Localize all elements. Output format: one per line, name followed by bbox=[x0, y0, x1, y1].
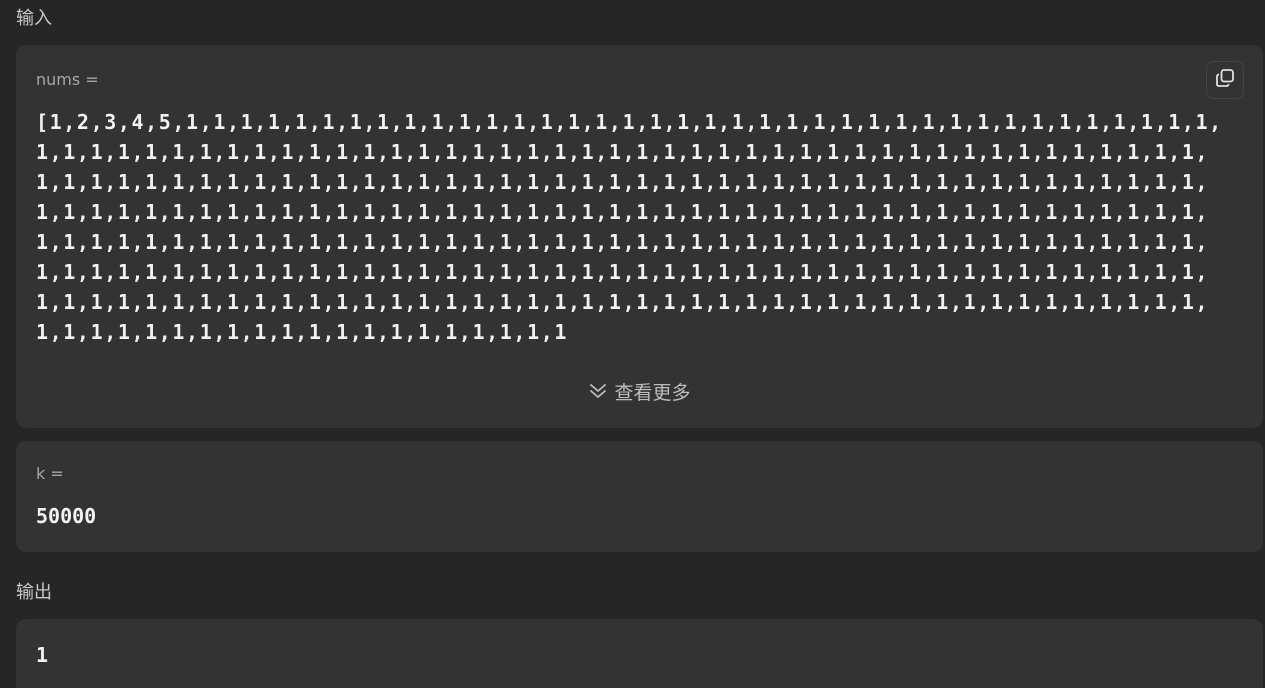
k-value: 50000 bbox=[36, 504, 97, 528]
show-more-button[interactable]: 查看更多 bbox=[16, 381, 1263, 405]
copy-button[interactable] bbox=[1206, 61, 1244, 99]
nums-label: nums = bbox=[36, 70, 99, 89]
nums-value: [1,2,3,4,5,1,1,1,1,1,1,1,1,1,1,1,1,1,1,1… bbox=[36, 110, 1223, 344]
output-value: 1 bbox=[36, 643, 49, 667]
k-card: k = 50000 bbox=[16, 441, 1263, 552]
copy-icon bbox=[1215, 68, 1235, 92]
nums-card: nums = [1,2,3,4,5,1,1,1,1,1,1,1,1,1,1,1,… bbox=[16, 45, 1263, 428]
show-more-label: 查看更多 bbox=[614, 382, 691, 404]
output-card: 1 bbox=[16, 619, 1263, 688]
input-section-label: 输入 bbox=[16, 8, 52, 29]
k-label: k = bbox=[36, 464, 64, 483]
output-section-label: 输出 bbox=[16, 582, 52, 603]
double-chevron-down-icon bbox=[588, 381, 608, 405]
